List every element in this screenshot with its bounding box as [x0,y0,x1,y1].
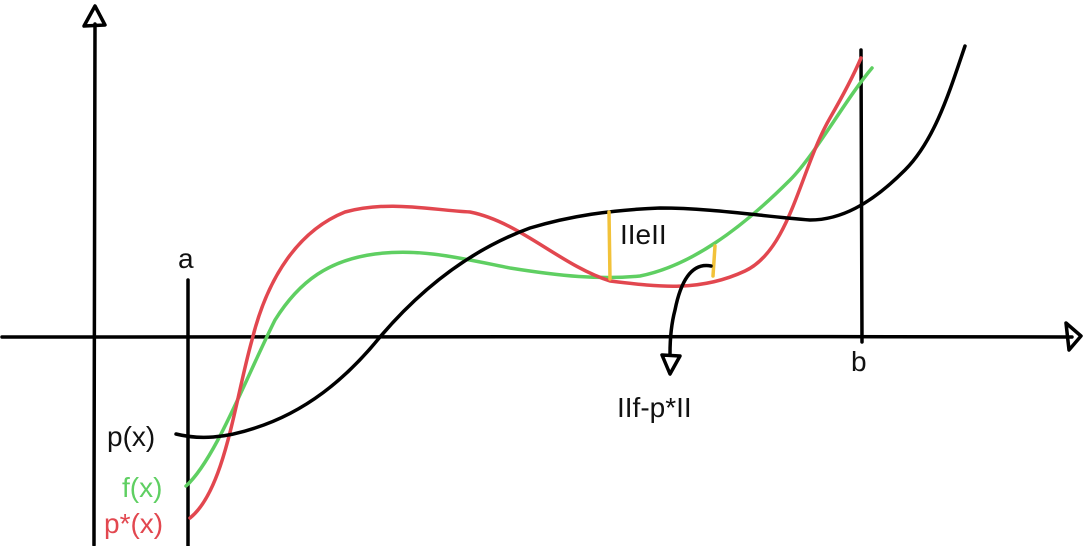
y-axis [92,22,97,546]
p-curve [174,44,967,440]
error-marker-f-minus-pstar [711,244,717,278]
label-p: p(x) [107,421,155,452]
error-marker-e [607,210,612,281]
x-axis-arrowhead [1064,321,1083,352]
y-axis-arrowhead [82,4,107,28]
pstar-curve [188,56,863,520]
label-pstar: p*(x) [104,508,163,539]
label-a: a [178,243,194,274]
label-f-minus-pstar-norm: IIf-p*II [617,392,692,423]
bound-b-line [859,48,864,344]
pointer-arrowhead [660,353,682,376]
pointer-line [668,263,713,356]
label-f: f(x) [122,472,162,503]
f-curve [184,66,874,488]
label-b: b [851,346,867,377]
label-e-norm: IIeII [620,219,667,250]
